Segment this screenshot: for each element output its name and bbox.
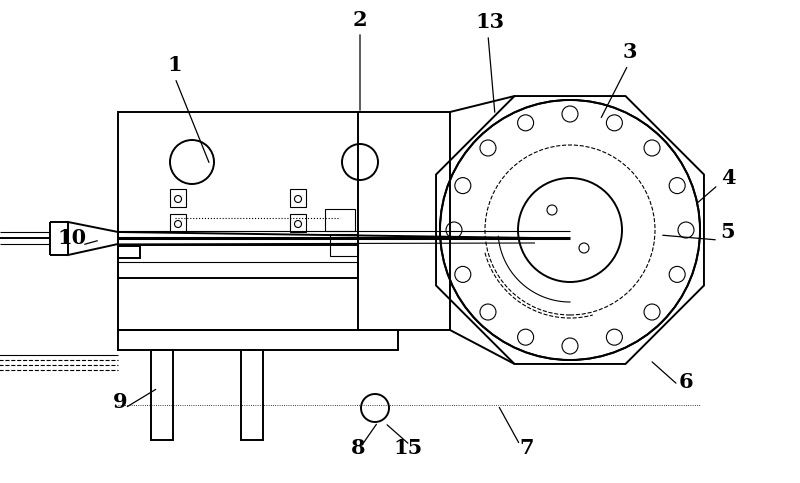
- Text: 15: 15: [394, 438, 422, 458]
- Bar: [290, 214, 306, 232]
- Bar: [241, 350, 263, 440]
- Text: 2: 2: [353, 10, 367, 30]
- Bar: [330, 234, 358, 256]
- Text: 13: 13: [475, 12, 505, 32]
- Bar: [118, 246, 140, 258]
- Bar: [118, 330, 398, 350]
- Text: 3: 3: [622, 42, 638, 62]
- Bar: [151, 350, 173, 440]
- Bar: [118, 112, 450, 330]
- Bar: [170, 214, 186, 232]
- Text: 1: 1: [168, 55, 182, 75]
- Text: 4: 4: [721, 168, 735, 188]
- Text: 6: 6: [678, 372, 694, 392]
- Text: 7: 7: [520, 438, 534, 458]
- Text: 9: 9: [113, 392, 127, 412]
- Text: 8: 8: [350, 438, 366, 458]
- Bar: [325, 209, 355, 231]
- Bar: [118, 245, 358, 278]
- Bar: [290, 189, 306, 207]
- Text: 10: 10: [58, 228, 86, 248]
- Text: 5: 5: [721, 222, 735, 242]
- Bar: [170, 189, 186, 207]
